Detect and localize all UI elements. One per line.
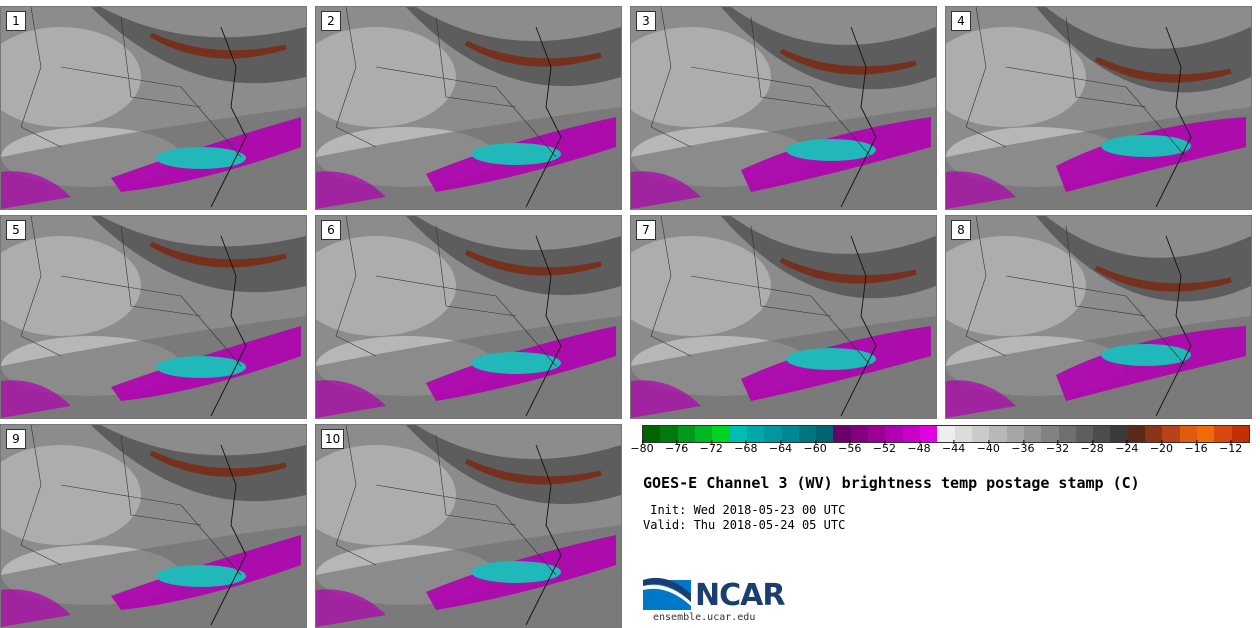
map-panel-6: 6 bbox=[315, 215, 622, 419]
colorbar-swatch bbox=[798, 426, 817, 442]
water-vapor-map bbox=[316, 7, 621, 209]
colorbar-swatch bbox=[1162, 426, 1180, 442]
colorbar-swatch bbox=[1197, 426, 1215, 442]
panel-number: 5 bbox=[6, 220, 26, 240]
panel-number: 10 bbox=[321, 429, 345, 449]
water-vapor-map bbox=[316, 216, 621, 418]
water-vapor-map bbox=[946, 7, 1251, 209]
colorbar-tick-label: −36 bbox=[1011, 440, 1035, 455]
colorbar-swatch bbox=[1110, 426, 1128, 442]
colorbar-swatch bbox=[937, 426, 955, 442]
colorbar-tick-label: −76 bbox=[665, 440, 689, 455]
panel-number: 7 bbox=[636, 220, 656, 240]
colorbar-tick-label: −28 bbox=[1080, 440, 1104, 455]
colorbar-swatch bbox=[660, 426, 678, 442]
colorbar-swatch bbox=[1058, 426, 1076, 442]
colorbar-tick-label: −20 bbox=[1149, 440, 1174, 455]
colorbar-swatch bbox=[920, 426, 938, 442]
colorbar-tick-label: −52 bbox=[872, 440, 896, 455]
ncar-logo: NCAR bbox=[643, 572, 793, 614]
colorbar-swatch bbox=[816, 426, 834, 442]
water-vapor-map bbox=[1, 7, 306, 209]
colorbar-tick-label: −32 bbox=[1045, 440, 1070, 455]
panel-number: 6 bbox=[321, 220, 341, 240]
map-panel-2: 2 bbox=[315, 6, 622, 210]
colorbar-swatch bbox=[1231, 426, 1249, 442]
map-panel-5: 5 bbox=[0, 215, 307, 419]
map-panel-3: 3 bbox=[630, 6, 937, 210]
colorbar-swatch bbox=[1023, 426, 1042, 442]
site-url: ensemble.ucar.edu bbox=[653, 612, 756, 623]
init-time: Init: Wed 2018-05-23 00 UTC bbox=[643, 503, 846, 517]
colorbar-tick-label: −72 bbox=[699, 440, 723, 455]
colorbar-tick-label: −68 bbox=[734, 440, 758, 455]
colorbar-swatch bbox=[781, 426, 799, 442]
panel-number: 1 bbox=[6, 11, 26, 31]
colorbar-swatch bbox=[1214, 426, 1232, 442]
panel-number: 9 bbox=[6, 429, 26, 449]
water-vapor-map bbox=[631, 7, 936, 209]
panel-number: 8 bbox=[951, 220, 971, 240]
map-panel-9: 9 bbox=[0, 424, 307, 628]
colorbar-swatch bbox=[764, 426, 782, 442]
colorbar-tick-label: −80 bbox=[630, 440, 654, 455]
colorbar-swatch bbox=[1179, 426, 1197, 442]
colorbar-swatch bbox=[954, 426, 972, 442]
colorbar-swatch bbox=[1041, 426, 1059, 442]
water-vapor-map bbox=[316, 425, 621, 627]
colorbar-swatch bbox=[1093, 426, 1111, 442]
valid-time: Valid: Thu 2018-05-24 05 UTC bbox=[643, 518, 846, 532]
colorbar-swatch bbox=[1145, 426, 1163, 442]
panel-number: 3 bbox=[636, 11, 656, 31]
colorbar-tick-label: −60 bbox=[803, 440, 827, 455]
colorbar-tick-label: −40 bbox=[976, 440, 1000, 455]
colorbar-swatch bbox=[885, 426, 903, 442]
panel-number: 4 bbox=[951, 11, 971, 31]
colorbar-swatch bbox=[729, 426, 747, 442]
colorbar-swatch bbox=[989, 426, 1007, 442]
colorbar bbox=[642, 425, 1250, 443]
colorbar-ticks: −80 −76 −72 −68 −64 −60 −56 −52 −48 −44 −40 −36 −32−… bbox=[630, 440, 1248, 462]
colorbar-tick-label: −56 bbox=[838, 440, 862, 455]
colorbar-tick-label: −24 bbox=[1115, 440, 1139, 455]
colorbar-swatch bbox=[694, 426, 713, 442]
water-vapor-map bbox=[946, 216, 1251, 418]
logo-text: NCAR bbox=[695, 578, 785, 613]
colorbar-swatch bbox=[850, 426, 869, 442]
map-panel-10: 10 bbox=[315, 424, 622, 628]
colorbar-swatch bbox=[902, 426, 920, 442]
water-vapor-map bbox=[1, 425, 306, 627]
colorbar-swatch bbox=[643, 426, 661, 442]
map-panel-1: 1 bbox=[0, 6, 307, 210]
panel-number: 2 bbox=[321, 11, 341, 31]
water-vapor-map bbox=[1, 216, 306, 418]
colorbar-swatch bbox=[1006, 426, 1024, 442]
colorbar-swatch bbox=[833, 426, 851, 442]
map-panel-7: 7 bbox=[630, 215, 937, 419]
colorbar-swatch bbox=[868, 426, 886, 442]
map-panel-4: 4 bbox=[945, 6, 1252, 210]
colorbar-tick-label: −64 bbox=[768, 440, 793, 455]
colorbar-tick-label: −44 bbox=[942, 440, 966, 455]
colorbar-swatch bbox=[712, 426, 730, 442]
water-vapor-map bbox=[631, 216, 936, 418]
colorbar-swatch bbox=[677, 426, 695, 442]
colorbar-tick-label: −48 bbox=[907, 440, 931, 455]
colorbar-swatch bbox=[1127, 426, 1146, 442]
colorbar-tick-label: −16 bbox=[1184, 440, 1208, 455]
colorbar-swatch bbox=[971, 426, 990, 442]
map-panel-8: 8 bbox=[945, 215, 1252, 419]
figure-title: GOES-E Channel 3 (WV) brightness temp po… bbox=[643, 474, 1140, 492]
ncar-swoosh-icon bbox=[643, 577, 691, 610]
colorbar-swatch bbox=[746, 426, 765, 442]
colorbar-swatch bbox=[1075, 426, 1094, 442]
colorbar-tick-label: −12 bbox=[1219, 440, 1243, 455]
